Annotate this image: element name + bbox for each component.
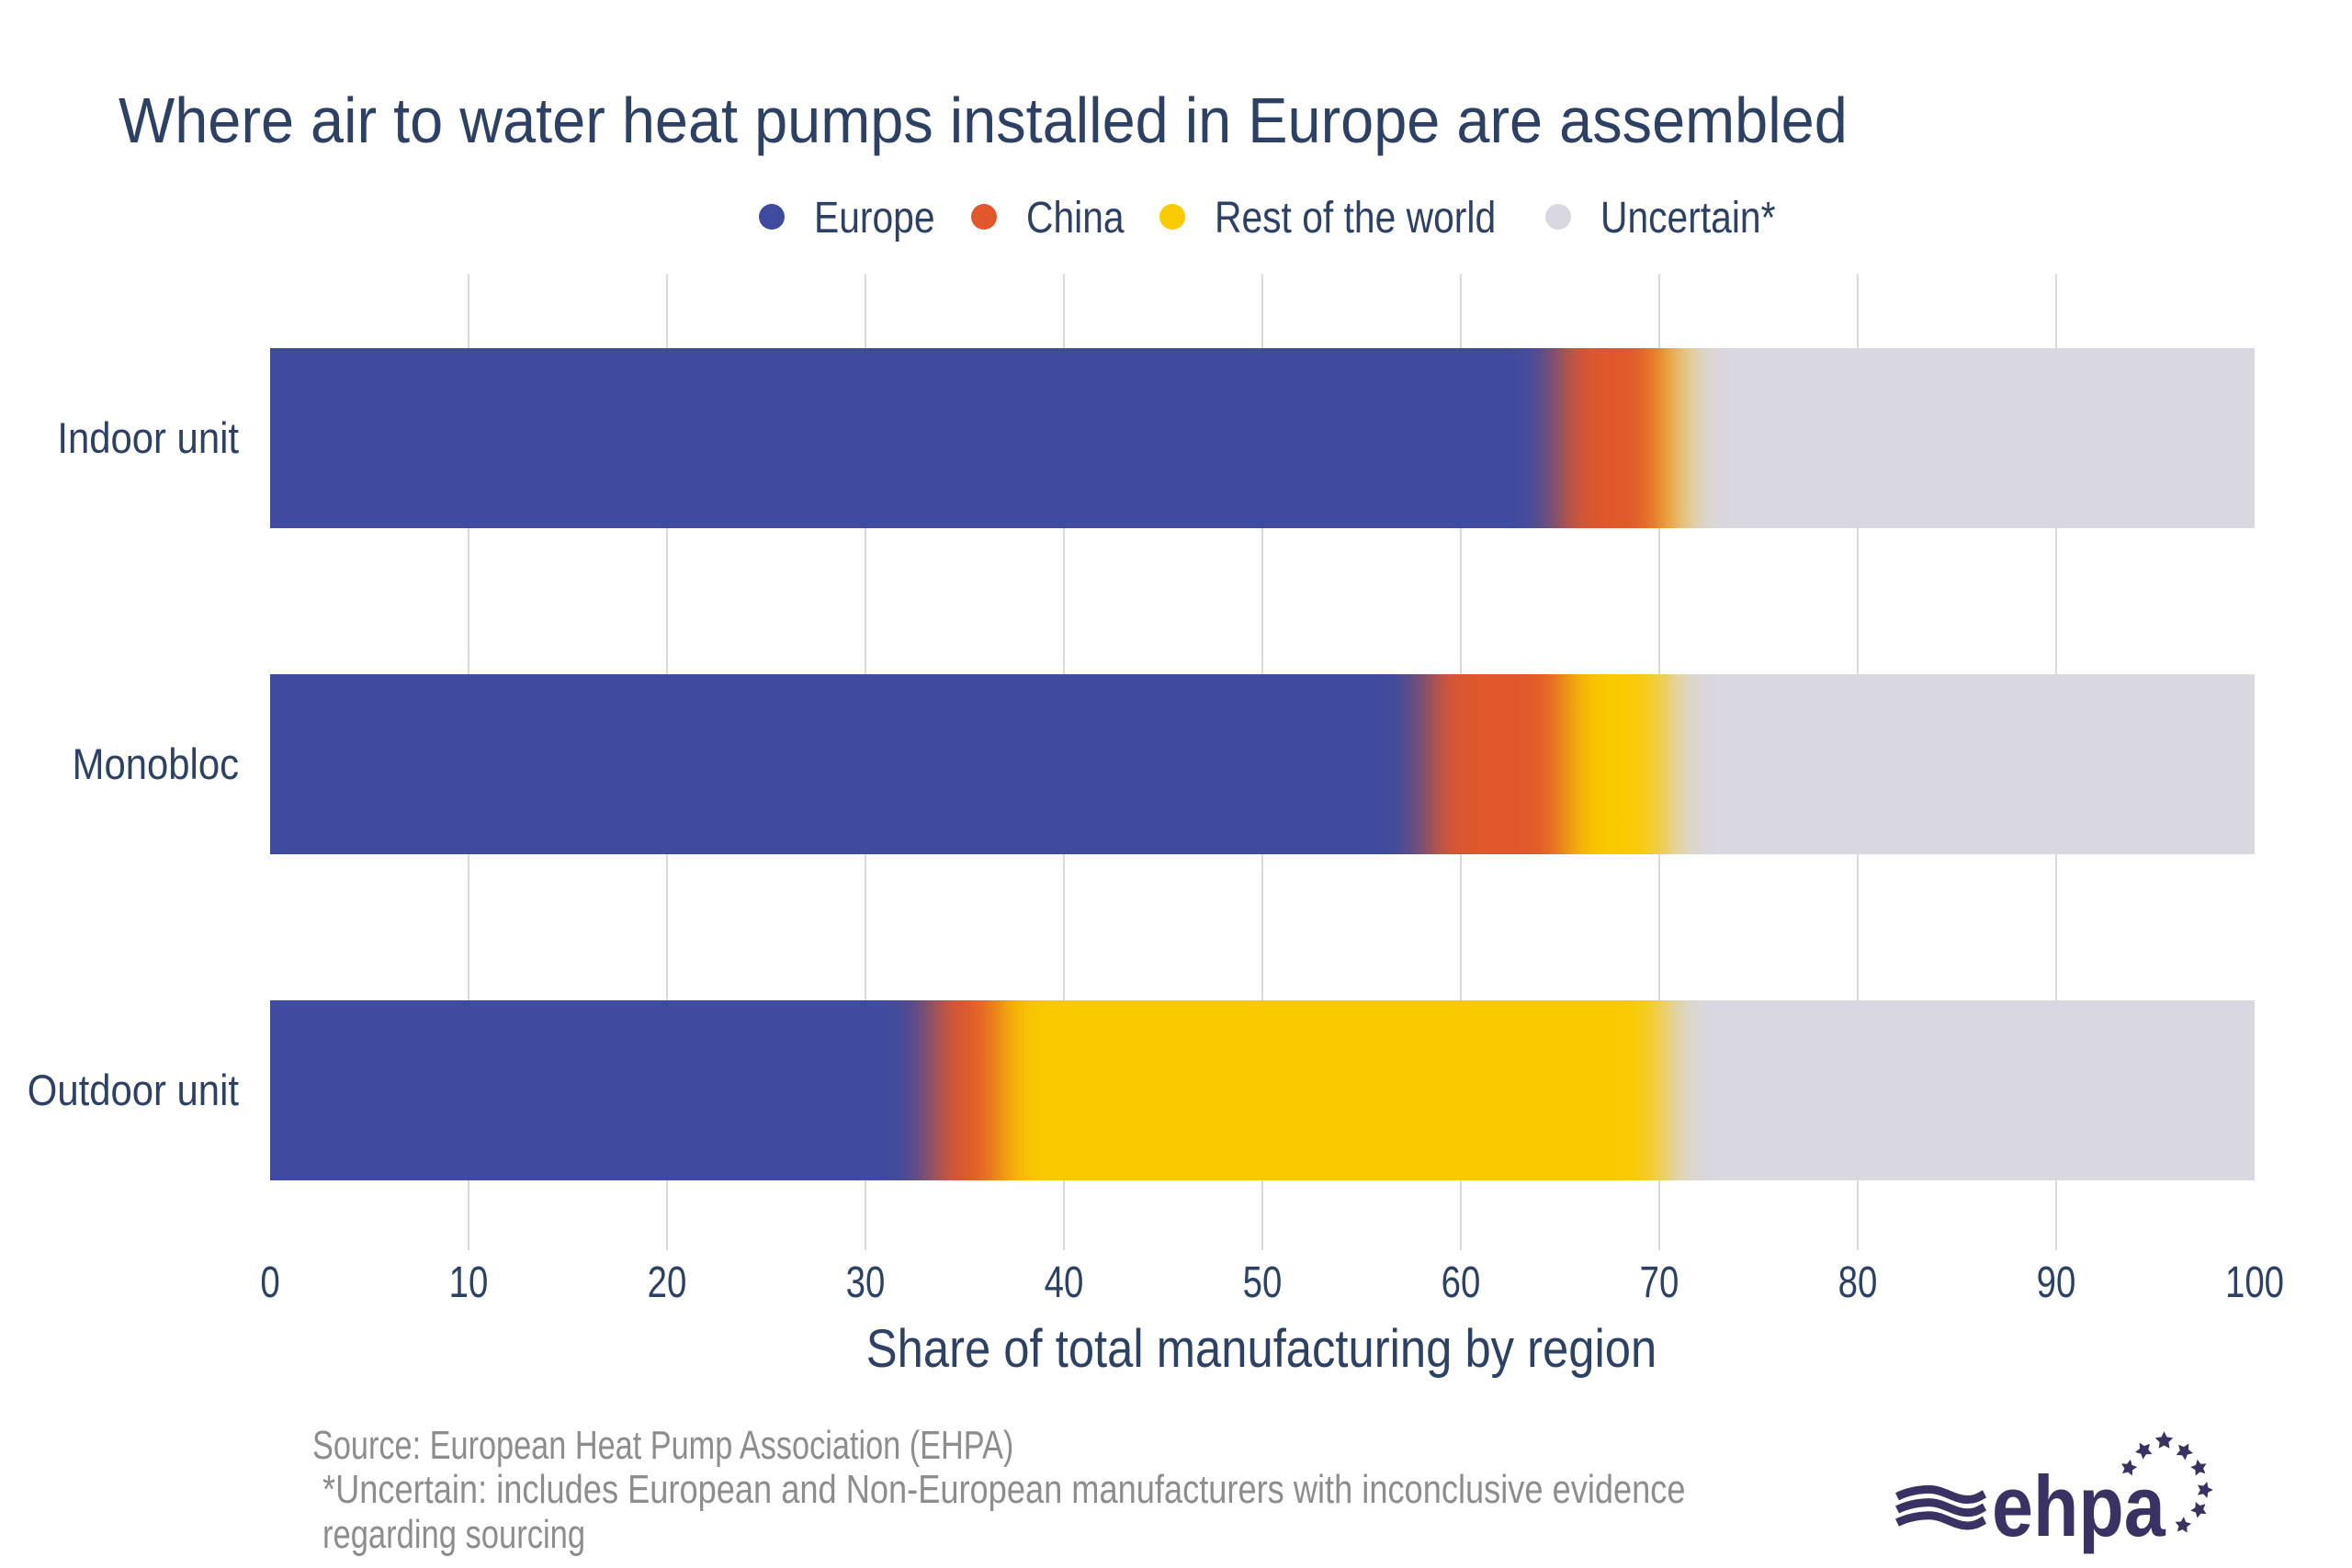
- svg-text:ehpa: ehpa: [1992, 1458, 2166, 1554]
